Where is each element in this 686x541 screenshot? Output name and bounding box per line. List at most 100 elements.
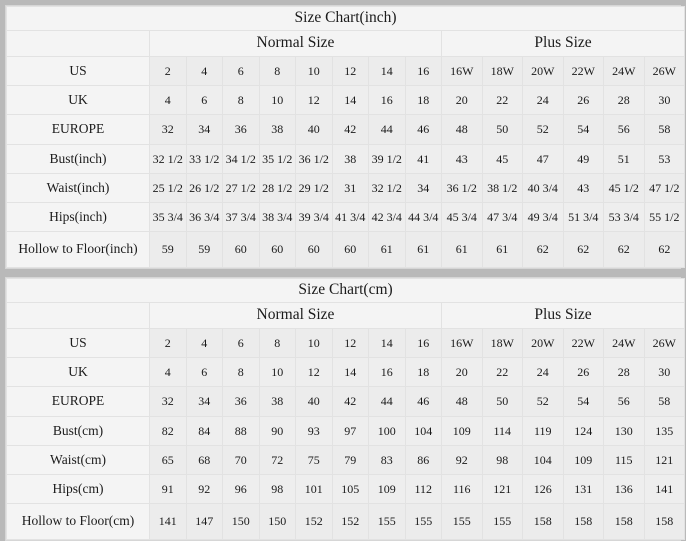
group-header-blank (6, 302, 150, 329)
data-cell: 155 (481, 503, 523, 540)
data-cell: 32 1/2 (149, 144, 187, 174)
data-cell: 42 3/4 (368, 202, 406, 232)
data-cell: 20 (441, 85, 483, 115)
data-cell: 48 (441, 114, 483, 145)
data-cell: 28 (603, 85, 645, 115)
data-cell: 45 1/2 (603, 173, 645, 203)
data-cell: 28 1/2 (258, 173, 296, 203)
row-label: Hollow to Floor(inch) (6, 231, 150, 268)
table-row: EUROPE 32 34 36 38 40 42 44 46 48 50 52 54 56 58 (6, 386, 686, 417)
data-cell: 41 (404, 144, 442, 174)
table-row: EUROPE 32 34 36 38 40 42 44 46 48 50 52 54 56 58 (6, 114, 686, 145)
data-cell: 61 (481, 231, 523, 268)
data-cell: 105 (331, 474, 369, 504)
data-cell: 65 (149, 445, 187, 475)
data-cell: 92 (185, 474, 223, 504)
data-cell: 56 (603, 386, 645, 417)
data-cell: 14 (368, 56, 406, 86)
data-cell: 60 (258, 231, 296, 268)
chart-title-row: Size Chart(cm) (5, 278, 686, 303)
data-cell: 96 (222, 474, 260, 504)
data-cell: 10 (258, 85, 296, 115)
data-cell: 62 (522, 231, 564, 268)
data-cell: 53 (643, 144, 686, 174)
data-cell: 55 1/2 (643, 202, 686, 232)
data-cell: 92 (441, 445, 483, 475)
data-cell: 130 (603, 416, 645, 446)
data-cell: 2 (149, 56, 187, 86)
data-cell: 26 (562, 85, 604, 115)
data-cell: 58 (643, 114, 686, 145)
chart-title-row: Size Chart(inch) (5, 6, 686, 31)
data-cell: 16W (441, 328, 483, 358)
data-cell: 36 (222, 386, 260, 417)
data-cell: 12 (331, 56, 369, 86)
data-cell: 16 (368, 357, 406, 387)
data-cell: 26 1/2 (185, 173, 223, 203)
data-cell: 121 (481, 474, 523, 504)
size-chart-page: Size Chart(inch) Normal Size Plus Size US 2 4… (5, 5, 686, 541)
data-cell: 40 (295, 386, 333, 417)
data-cell: 10 (295, 56, 333, 86)
data-cell: 58 (643, 386, 686, 417)
data-cell: 38 3/4 (258, 202, 296, 232)
data-cell: 8 (258, 56, 296, 86)
row-label: Hips(cm) (6, 474, 150, 504)
data-cell: 14 (331, 85, 369, 115)
data-cell: 104 (522, 445, 564, 475)
data-cell: 121 (643, 445, 686, 475)
group-header-row: Normal Size Plus Size (6, 302, 686, 329)
row-label: Bust(cm) (6, 416, 150, 446)
data-cell: 109 (441, 416, 483, 446)
data-cell: 14 (331, 357, 369, 387)
data-cell: 42 (331, 114, 369, 145)
data-cell: 40 (295, 114, 333, 145)
chart-title: Size Chart(cm) (5, 278, 686, 303)
data-cell: 38 1/2 (481, 173, 523, 203)
data-cell: 16 (368, 85, 406, 115)
data-cell: 152 (331, 503, 369, 540)
data-cell: 51 (603, 144, 645, 174)
data-cell: 34 (404, 173, 442, 203)
data-cell: 98 (258, 474, 296, 504)
data-cell: 61 (404, 231, 442, 268)
data-cell: 43 (562, 173, 604, 203)
data-cell: 26 (562, 357, 604, 387)
data-cell: 97 (331, 416, 369, 446)
table-row: Hollow to Floor(cm) 141 147 150 150 152 152 155… (6, 503, 686, 540)
data-cell: 53 3/4 (603, 202, 645, 232)
data-cell: 59 (185, 231, 223, 268)
data-cell: 136 (603, 474, 645, 504)
data-cell: 86 (404, 445, 442, 475)
data-cell: 150 (258, 503, 296, 540)
data-cell: 141 (149, 503, 187, 540)
data-cell: 29 1/2 (295, 173, 333, 203)
table-row: Bust(inch) 32 1/2 33 1/2 34 1/2 35 1/2 36 1/2… (6, 144, 686, 174)
data-cell: 44 3/4 (404, 202, 442, 232)
row-label: Hips(inch) (6, 202, 150, 232)
data-cell: 124 (562, 416, 604, 446)
data-cell: 82 (149, 416, 187, 446)
data-cell: 34 (185, 114, 223, 145)
data-cell: 36 1/2 (441, 173, 483, 203)
data-cell: 83 (368, 445, 406, 475)
data-cell: 36 3/4 (185, 202, 223, 232)
table-row: Hips(cm) 91 92 96 98 101 105 109 112 116 121 126 131… (6, 474, 686, 504)
data-cell: 47 1/2 (643, 173, 686, 203)
data-cell: 42 (331, 386, 369, 417)
data-cell: 52 (522, 114, 564, 145)
data-cell: 90 (258, 416, 296, 446)
data-cell: 24 (522, 357, 564, 387)
data-cell: 100 (368, 416, 406, 446)
data-cell: 12 (295, 357, 333, 387)
data-cell: 8 (222, 357, 260, 387)
data-cell: 101 (295, 474, 333, 504)
data-cell: 10 (258, 357, 296, 387)
size-chart-inch: Size Chart(inch) Normal Size Plus Size US 2 4… (5, 5, 686, 269)
data-cell: 38 (258, 114, 296, 145)
data-cell: 60 (331, 231, 369, 268)
data-cell: 79 (331, 445, 369, 475)
data-cell: 46 (404, 386, 442, 417)
data-cell: 6 (185, 357, 223, 387)
data-cell: 40 3/4 (522, 173, 564, 203)
